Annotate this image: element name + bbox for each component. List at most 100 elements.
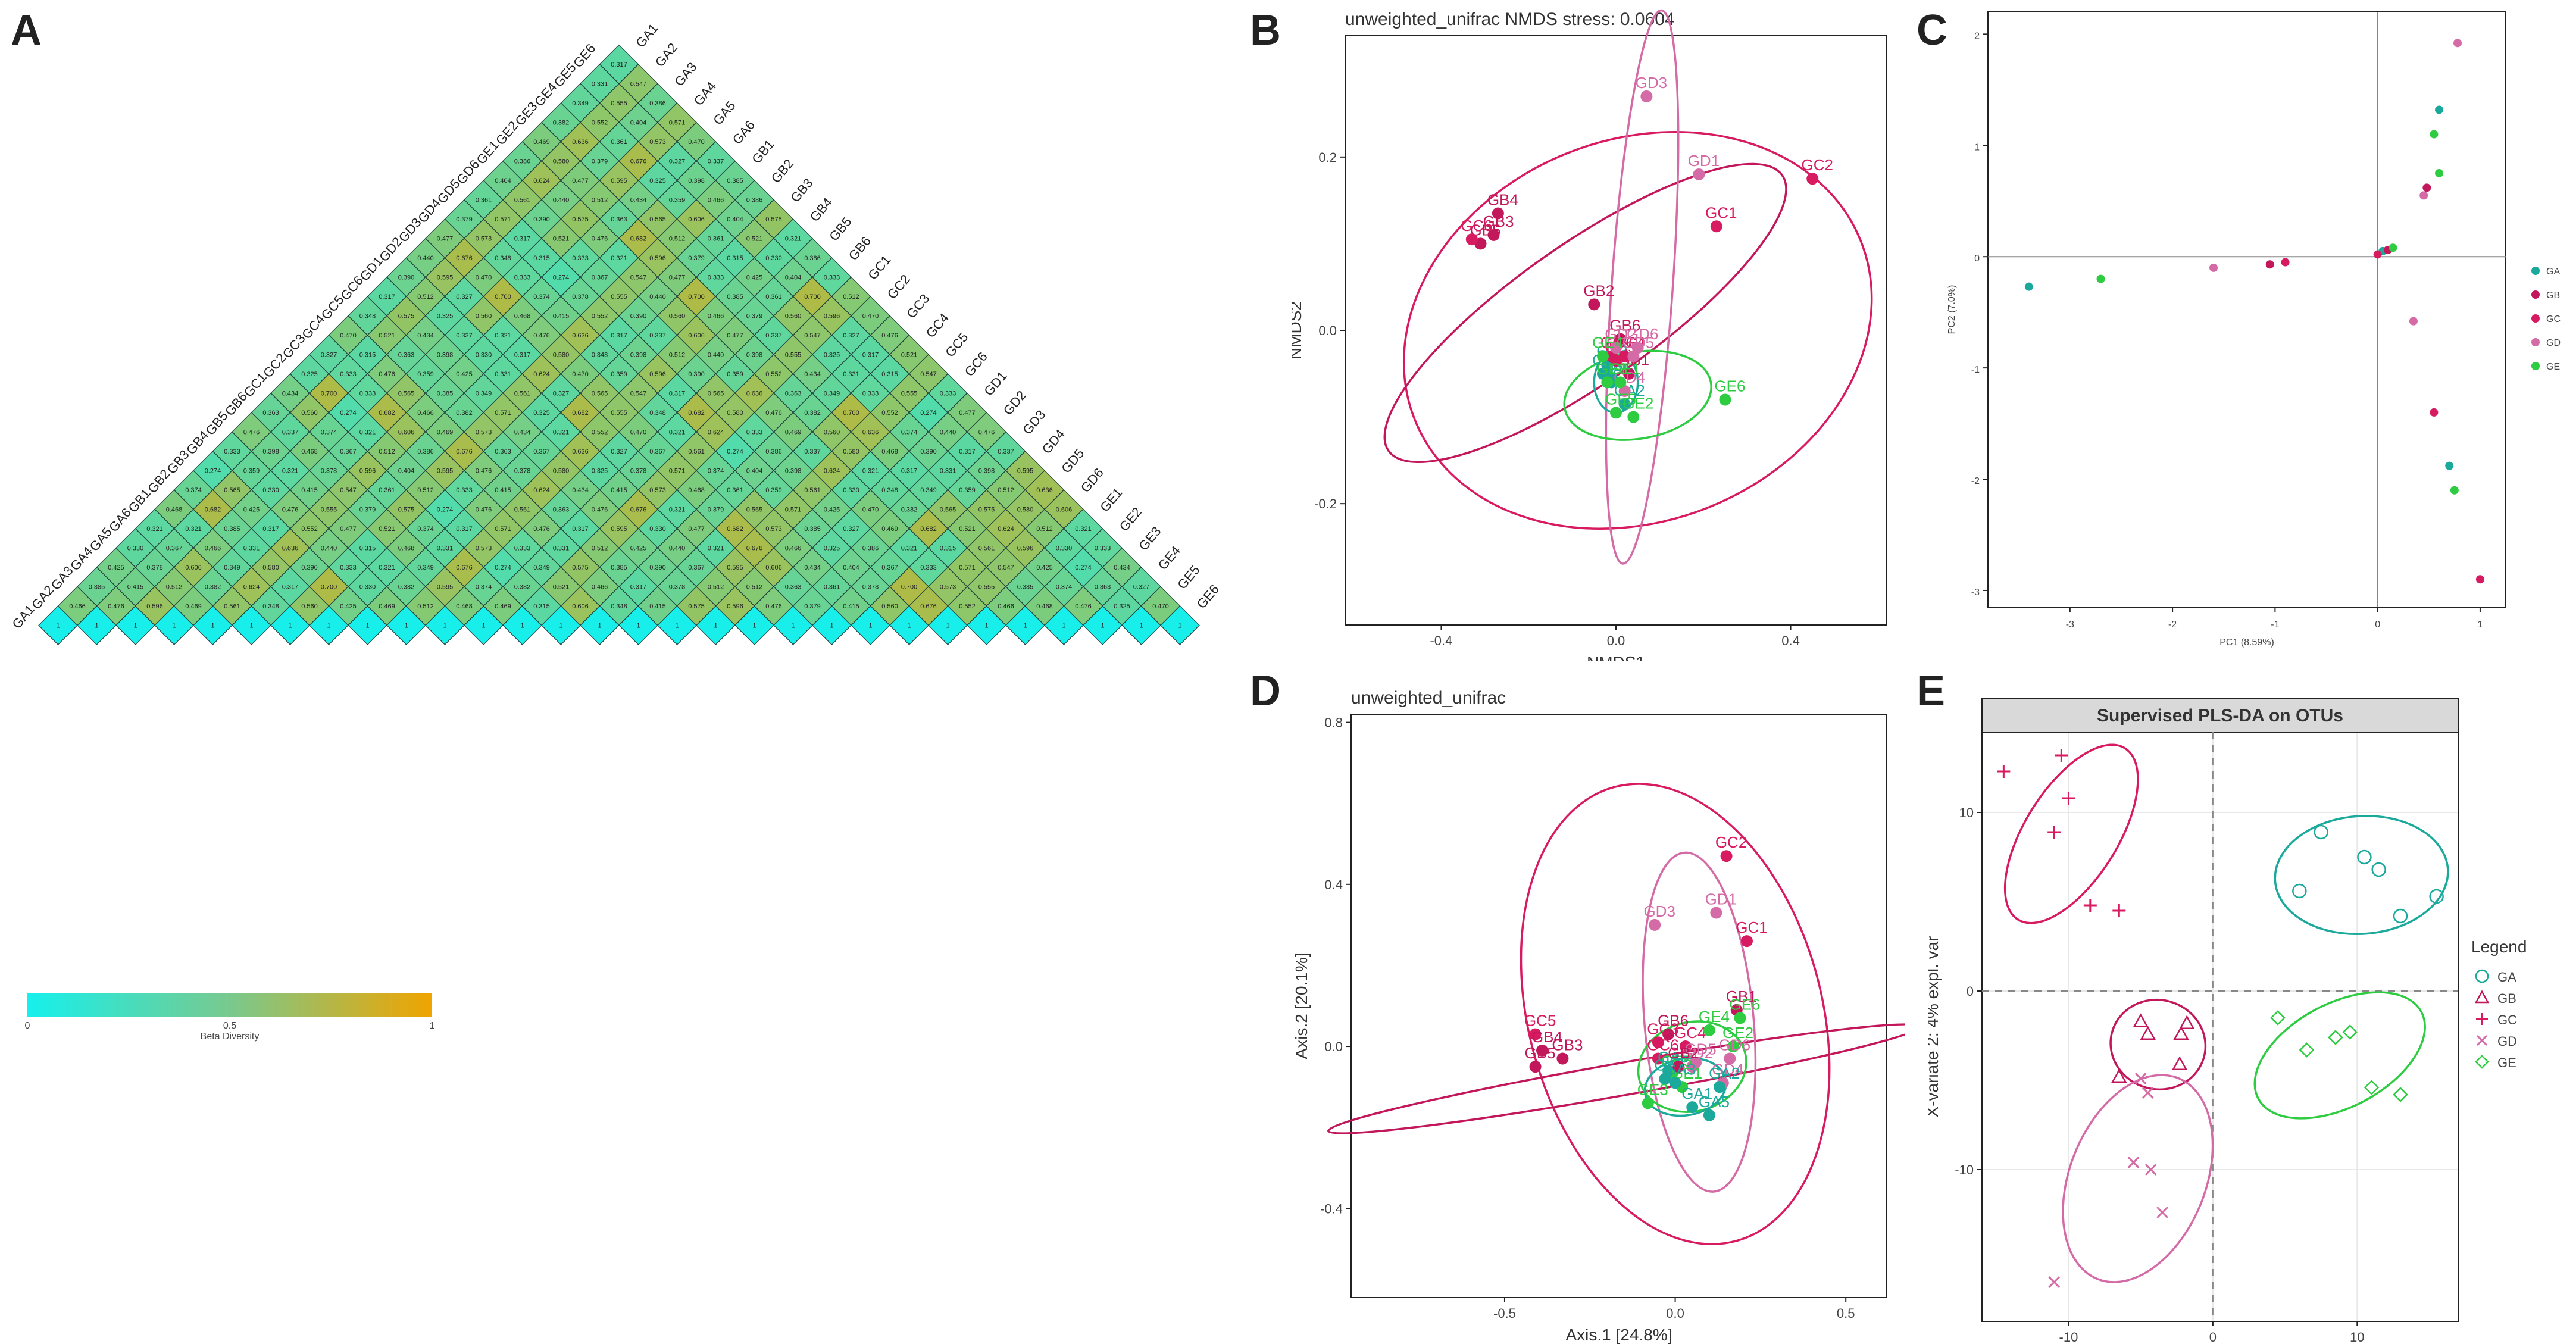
heatmap-cell-value: 0.477	[727, 332, 743, 339]
heatmap-cell-value: 0.379	[804, 603, 821, 610]
chart-title: unweighted_unifrac NMDS stress: 0.0604	[1345, 10, 1675, 29]
heatmap-cell-value: 0.385	[727, 177, 743, 185]
heatmap-cell-value: 0.327	[843, 526, 859, 533]
y-tick-label: -10	[1955, 1162, 1974, 1177]
heatmap-cell-value: 0.565	[398, 390, 415, 398]
heatmap-cell-value: 0.325	[649, 177, 666, 185]
point-label-gb1: GB1	[1726, 987, 1757, 1005]
heatmap-cell-value: 0.565	[940, 507, 956, 514]
ellipse-gd	[1642, 851, 1757, 1193]
point-gd	[2144, 1164, 2157, 1176]
heatmap-cell-value: 0.378	[321, 468, 337, 475]
heatmap-cell-value: 0.325	[437, 313, 454, 320]
heatmap-cell-value: 0.398	[785, 468, 802, 475]
heatmap-cell-value: 0.476	[476, 468, 492, 475]
heatmap-cell-value: 0.386	[746, 197, 763, 204]
heatmap-cell-value: 0.552	[592, 429, 608, 436]
heatmap-cell-value: 0.321	[282, 468, 299, 475]
heatmap-cell-value: 0.274	[205, 468, 221, 475]
legend-marker-gb	[2474, 990, 2490, 1004]
heatmap-cell-value: 0.378	[669, 584, 686, 591]
heatmap-cell-value: 0.555	[785, 352, 802, 359]
point-gb	[2133, 1013, 2149, 1028]
point-ga5	[1703, 1109, 1715, 1121]
y-tick-label: 0	[1974, 254, 1980, 264]
heatmap-cell-value: 0.363	[262, 410, 279, 417]
heatmap-cell-value: 0.425	[824, 507, 840, 514]
heatmap-cell-value: 0.337	[708, 158, 724, 165]
heatmap-cell-value: 0.676	[456, 564, 473, 571]
heatmap-cell-value: 0.385	[224, 526, 240, 533]
heatmap-cell-value: 1	[56, 623, 60, 630]
colorbar-tick: 1	[430, 1021, 435, 1031]
point-gc	[2055, 749, 2068, 762]
heatmap-cell-value: 0.415	[611, 487, 627, 494]
colorbar-label: Beta Diversity	[201, 1032, 260, 1042]
heatmap-cell-value: 0.606	[572, 603, 589, 610]
heatmap-cell-value: 0.415	[649, 603, 666, 610]
heatmap-cell-value: 0.274	[437, 507, 454, 514]
heatmap-col-label: GC4	[923, 310, 952, 340]
heatmap-cell-value: 0.512	[166, 584, 183, 591]
heatmap-cell-value: 0.573	[476, 429, 492, 436]
point-label-gc6: GC6	[1461, 217, 1492, 235]
heatmap-cell-value: 0.580	[553, 352, 570, 359]
heatmap-cell-value: 0.580	[553, 468, 570, 475]
heatmap-cell-value: 1	[211, 623, 214, 630]
point-label-gb6: GB6	[1609, 317, 1640, 335]
heatmap-cell-value: 0.317	[862, 352, 879, 359]
point-gd	[2419, 191, 2428, 200]
ellipse-gc	[1402, 131, 1873, 530]
heatmap-col-label: GB2	[768, 156, 796, 186]
point-gb	[2179, 1015, 2195, 1030]
point-label-gd3: GD3	[1636, 74, 1667, 92]
heatmap-cell-value: 0.476	[243, 429, 260, 436]
plsda-chart-e: Supervised PLS-DA on OTUs -10 0 10 -10 0 10 X-v…	[1928, 698, 2527, 1344]
heatmap-cell-value: 0.580	[553, 158, 570, 165]
heatmap-col-label: GE2	[1117, 504, 1145, 534]
y-tick-label: 0.8	[1324, 715, 1343, 730]
heatmap-cell-value: 0.595	[727, 564, 743, 571]
ellipse-ge	[1637, 1020, 1747, 1113]
point-label-gb5: GB5	[1525, 1044, 1556, 1062]
heatmap-cell-value: 0.363	[785, 584, 802, 591]
heatmap-cell-value: 0.466	[205, 545, 221, 552]
heatmap-cell-value: 0.317	[572, 526, 589, 533]
heatmap-cell-value: 0.555	[978, 584, 995, 591]
heatmap-cell-value: 0.425	[243, 507, 260, 514]
heatmap-cell-value: 0.440	[553, 197, 570, 204]
point-gc	[2430, 408, 2439, 417]
heatmap-cell-value: 0.321	[669, 507, 686, 514]
heatmap-cell-value: 0.512	[592, 197, 608, 204]
heatmap-cell-value: 0.470	[630, 429, 647, 436]
point-label-ge5: GE5	[1605, 390, 1636, 408]
heatmap-cell-value: 0.476	[765, 603, 782, 610]
point-label-gc4: GC4	[1674, 1024, 1706, 1042]
heatmap-cell-value: 0.573	[649, 139, 666, 146]
heatmap-cell-value: 0.317	[456, 526, 473, 533]
heatmap-cell-value: 0.274	[340, 410, 357, 417]
point-ga2	[1618, 398, 1631, 410]
heatmap-cell-value: 0.636	[1036, 487, 1053, 494]
y-tick-label: -1	[1971, 365, 1980, 375]
heatmap-cell-value: 0.477	[669, 274, 686, 282]
heatmap-cell-value: 0.385	[1017, 584, 1034, 591]
heatmap-cell-value: 0.327	[1133, 584, 1150, 591]
heatmap-cell-value: 0.327	[843, 332, 859, 339]
ellipse-gc	[2003, 743, 2139, 924]
heatmap-cell-value: 0.470	[476, 274, 492, 282]
panel-label-e: E	[1917, 667, 1946, 715]
heatmap-cell-value: 0.596	[824, 313, 840, 320]
heatmap-cell-value: 0.595	[1017, 468, 1034, 475]
heatmap-cell-value: 0.521	[379, 526, 395, 533]
heatmap-cell-value: 0.682	[688, 410, 705, 417]
legend-dot-ga	[2531, 267, 2540, 275]
heatmap-cell-value: 0.333	[340, 564, 357, 571]
heatmap-cell-value: 0.595	[437, 584, 454, 591]
point-label-ge2: GE2	[1722, 1024, 1753, 1042]
heatmap-col-label: GA4	[691, 79, 719, 108]
heatmap-cell-value: 0.606	[398, 429, 415, 436]
heatmap-cell-value: 0.469	[379, 603, 395, 610]
point-label-ge6: GE6	[1714, 377, 1745, 395]
heatmap-cell-value: 1	[1139, 623, 1143, 630]
